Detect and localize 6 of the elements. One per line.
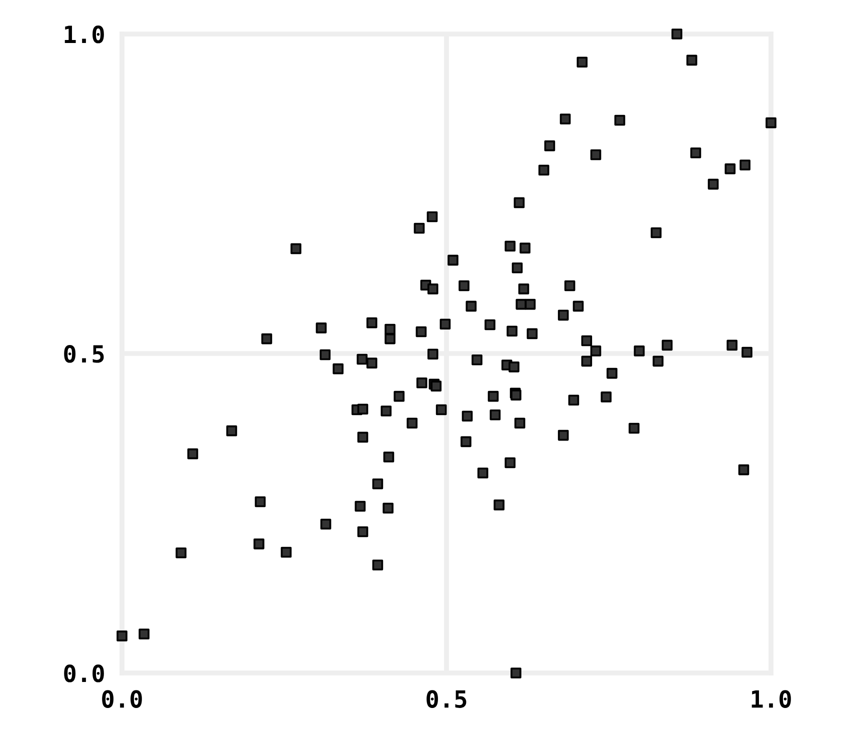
y-tick-label: 0.0 [64, 664, 104, 682]
y-tick-label: 0.5 [64, 344, 104, 363]
x-tick-label: 1.0 [752, 690, 791, 708]
x-tick-label: 0.5 [426, 690, 466, 708]
y-tick-label: 1.0 [64, 25, 104, 44]
x-tick-label: 0.0 [102, 690, 142, 708]
